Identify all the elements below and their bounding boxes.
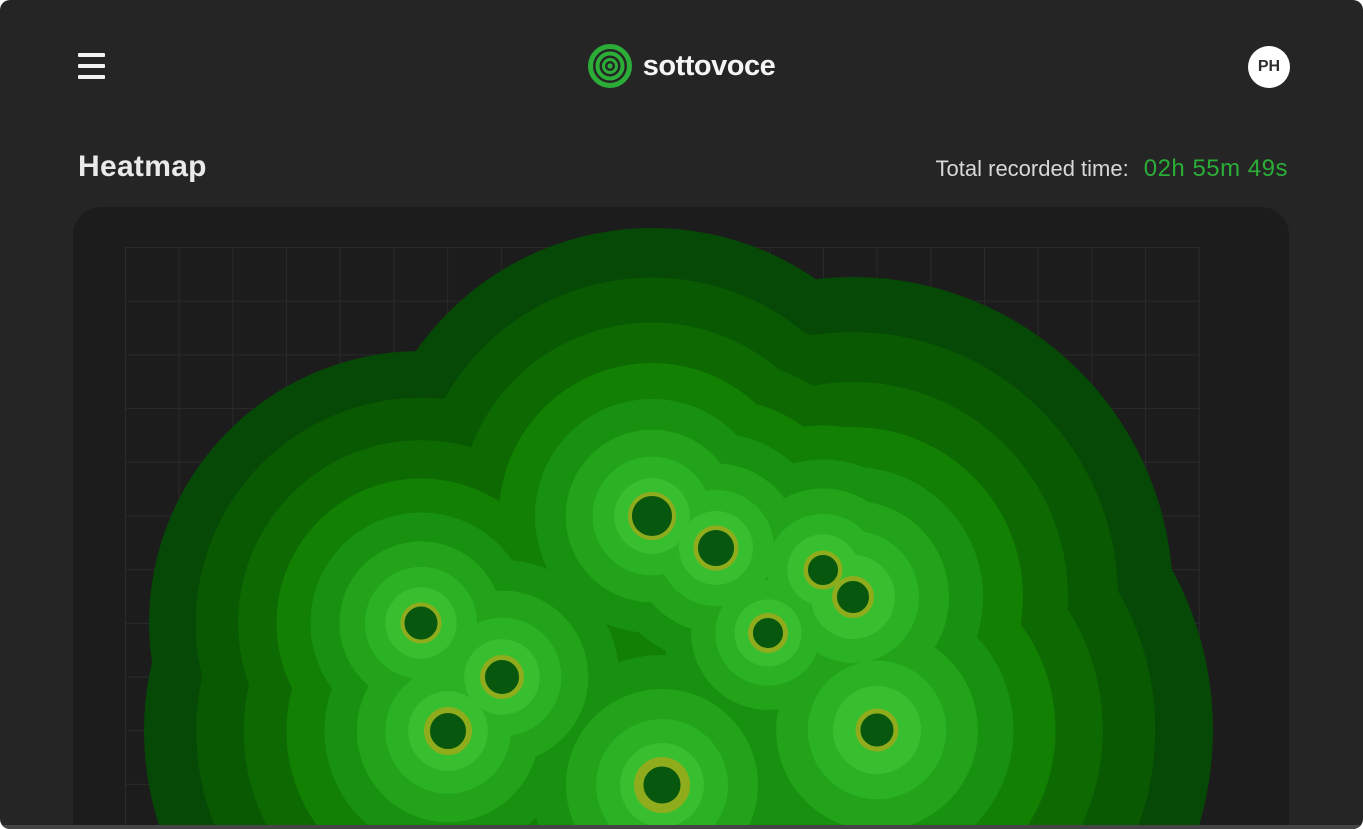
concentric-circles-icon — [587, 44, 632, 88]
hotspot-marker — [633, 756, 691, 814]
hotspot-marker — [424, 707, 472, 755]
avatar-initials: PH — [1257, 58, 1281, 75]
page-title: Heatmap — [78, 150, 207, 183]
hotspot-marker — [855, 708, 899, 752]
hotspot-marker — [748, 613, 788, 653]
hotspot-marker — [628, 492, 676, 540]
hamburger-icon — [78, 53, 105, 57]
title-row: Heatmap Total recorded time: 02h 55m 49s — [78, 150, 1288, 184]
total-recorded-time: Total recorded time: 02h 55m 49s — [936, 155, 1288, 183]
hamburger-icon — [78, 75, 105, 79]
brand-logo[interactable]: sottovoce — [0, 44, 1363, 88]
hotspot-marker — [803, 550, 843, 590]
header: sottovoce PH — [0, 0, 1363, 134]
hotspot-marker — [480, 655, 524, 699]
user-avatar[interactable]: PH — [1248, 46, 1290, 88]
hotspot-marker — [400, 602, 442, 644]
heatmap-canvas — [144, 228, 1213, 829]
window-bottom-edge — [0, 825, 1363, 829]
brand-name: sottovoce — [642, 50, 776, 82]
hamburger-menu-button[interactable] — [78, 53, 105, 79]
total-time-label: Total recorded time: — [935, 156, 1129, 181]
total-time-value: 02h 55m 49s — [1143, 155, 1288, 182]
hotspot-marker — [832, 576, 874, 618]
hotspot-marker — [693, 525, 739, 571]
heatmap-panel — [73, 207, 1289, 829]
hamburger-icon — [78, 64, 105, 68]
